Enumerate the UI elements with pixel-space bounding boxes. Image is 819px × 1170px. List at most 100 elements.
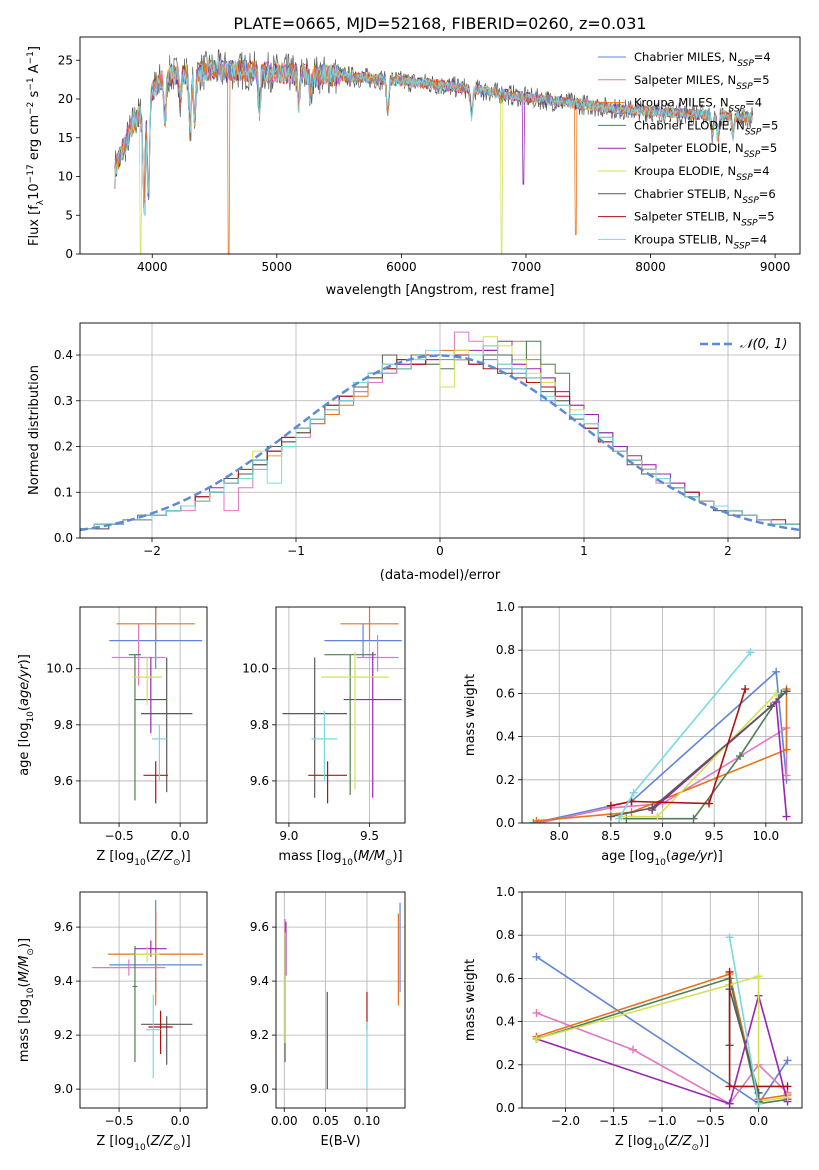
y-tick-label: 0.1 xyxy=(54,485,73,499)
legend-entry: Kroupa MILES, NSSP=4 xyxy=(634,96,762,115)
label-part: ( xyxy=(353,849,358,864)
legend-entry: Salpeter MILES, NSSP=5 xyxy=(634,73,770,92)
x-tick-label: 10.0 xyxy=(752,829,779,843)
label-part: −1 xyxy=(26,77,36,90)
series-line xyxy=(610,688,746,807)
series-marker xyxy=(754,1088,763,1097)
series-marker xyxy=(689,814,698,823)
x-tick-label: 0.00 xyxy=(271,1114,298,1128)
x-tick-label: 8.0 xyxy=(550,829,569,843)
errorbar-salpeter-miles xyxy=(92,959,166,976)
y-tick-label: 15 xyxy=(58,131,73,145)
label-part: −1 xyxy=(26,51,36,64)
y-axis-label: age [log10(age/yr)] xyxy=(17,654,36,776)
axes-frame xyxy=(521,891,803,1109)
x-tick-label: −0.5 xyxy=(105,1114,134,1128)
label-part: age/yr xyxy=(17,663,32,706)
label-part: ( xyxy=(664,1134,669,1149)
series-marker xyxy=(725,1099,734,1108)
label-part: erg cm xyxy=(27,115,42,164)
y-tick-label: 0.2 xyxy=(54,440,73,454)
series-marker xyxy=(736,752,745,761)
y-tick-label: 9.4 xyxy=(250,974,269,988)
label-part: 10 xyxy=(26,711,36,723)
series-marker xyxy=(725,1082,734,1091)
series-marker xyxy=(606,812,615,821)
label-part: 10 xyxy=(134,1143,146,1153)
label-part: λ xyxy=(36,199,46,205)
label-part: age/yr xyxy=(671,849,714,864)
series-marker xyxy=(606,801,615,810)
y-tick-label: 10.0 xyxy=(242,662,269,676)
x-tick-label: 0.0 xyxy=(171,1114,190,1128)
label-part: )] xyxy=(699,1134,709,1149)
y-tick-label: 9.6 xyxy=(250,920,269,934)
x-tick-label: −1 xyxy=(287,544,305,558)
label-part: SSP xyxy=(729,105,746,115)
errorbar-salpeter-stelib xyxy=(308,761,347,804)
label-part: Z [log xyxy=(96,1134,134,1149)
x-tick-label: 6000 xyxy=(386,260,417,274)
label-part: ⊙ xyxy=(173,1143,181,1153)
y-tick-label: 0.8 xyxy=(496,643,515,657)
y-tick-label: 0.4 xyxy=(496,1015,515,1029)
x-tick-label: 7000 xyxy=(511,260,542,274)
axes-frame xyxy=(275,891,406,1109)
label-part: SSP xyxy=(741,219,758,229)
label-part: )] xyxy=(392,849,402,864)
axes-frame xyxy=(79,36,801,255)
label-part: =6 xyxy=(759,187,776,201)
label-part: Chabrier STELIB, N xyxy=(634,187,742,201)
legend-entry: Chabrier MILES, NSSP=4 xyxy=(634,50,771,69)
series-marker xyxy=(783,1082,792,1091)
label-part: M/M xyxy=(17,956,32,983)
series-marker xyxy=(782,745,791,754)
x-tick-label: −0.5 xyxy=(696,1114,725,1128)
series-marker xyxy=(782,771,791,780)
series-chabrier-elodie xyxy=(622,689,786,823)
label-part: =5 xyxy=(758,210,775,224)
series-marker xyxy=(629,788,638,797)
x-axis-label: age [log10(age/yr)] xyxy=(601,849,723,868)
x-tick-label: 2 xyxy=(724,544,732,558)
x-tick-label: 0.05 xyxy=(312,1114,339,1128)
label-part: 10 xyxy=(134,858,146,868)
series-marker xyxy=(772,667,781,676)
label-part: s xyxy=(27,90,42,101)
label-part: ( xyxy=(146,1134,151,1149)
weight_vs_Z-axes: −2.0 −1.5 −1.0 −0.5 0.0 0.0 0.2 0.4 0.6 0.8 1.0 Z [… xyxy=(463,885,803,1153)
label-part: SSP xyxy=(737,59,754,69)
errorbar-salpeter-elodie xyxy=(134,657,167,734)
label-part: SSP xyxy=(736,82,753,92)
x-axis-label: E(B-V) xyxy=(320,1134,360,1149)
errorbar-salpeter-stelib xyxy=(148,1010,173,1054)
series-marker xyxy=(782,812,791,821)
y-tick-label: 0.6 xyxy=(496,686,515,700)
label-part: ( xyxy=(17,706,32,711)
x-tick-label: −1.5 xyxy=(599,1114,628,1128)
y-tick-label: 0.4 xyxy=(496,730,515,744)
label-part: age [log xyxy=(601,849,654,864)
label-part: )] xyxy=(181,1134,191,1149)
legend-entry: Kroupa STELIB, NSSP=4 xyxy=(634,232,767,251)
label-part: 10 xyxy=(26,987,36,999)
series-line xyxy=(728,937,760,1104)
label-part: )] xyxy=(713,849,723,864)
age_vs_mass-axes: 9.0 9.5 9.6 9.8 10.0 mass [log10(M/M⊙)] xyxy=(242,606,406,868)
series-marker xyxy=(754,972,763,981)
errorbar-kroupa-stelib xyxy=(152,724,167,781)
y-tick-label: 0 xyxy=(65,247,73,261)
series-salpeter-stelib xyxy=(725,967,792,1091)
label-part: SSP xyxy=(745,127,762,137)
series-marker xyxy=(725,933,734,942)
series-marker xyxy=(783,1093,792,1102)
label-part: =4 xyxy=(745,96,762,110)
series-line xyxy=(536,973,788,1101)
label-part: A xyxy=(27,64,42,77)
label-part: Z/Z xyxy=(668,1134,692,1149)
y-tick-label: 1.0 xyxy=(496,885,515,899)
label-part: =4 xyxy=(750,232,767,246)
legend-entry: Kroupa ELODIE, NSSP=4 xyxy=(634,164,770,183)
x-axis-label: mass [log10(M/M⊙)] xyxy=(278,849,402,868)
